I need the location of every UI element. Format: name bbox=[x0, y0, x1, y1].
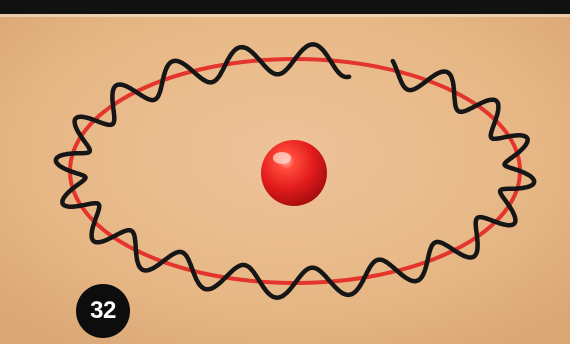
figure-number-badge: 32 bbox=[76, 284, 130, 338]
figure-number: 32 bbox=[90, 297, 116, 324]
paper-edge bbox=[0, 14, 570, 17]
top-rule bbox=[0, 0, 570, 14]
nucleus-highlight bbox=[273, 152, 291, 164]
electron-wave bbox=[53, 42, 537, 300]
nucleus bbox=[261, 140, 327, 206]
